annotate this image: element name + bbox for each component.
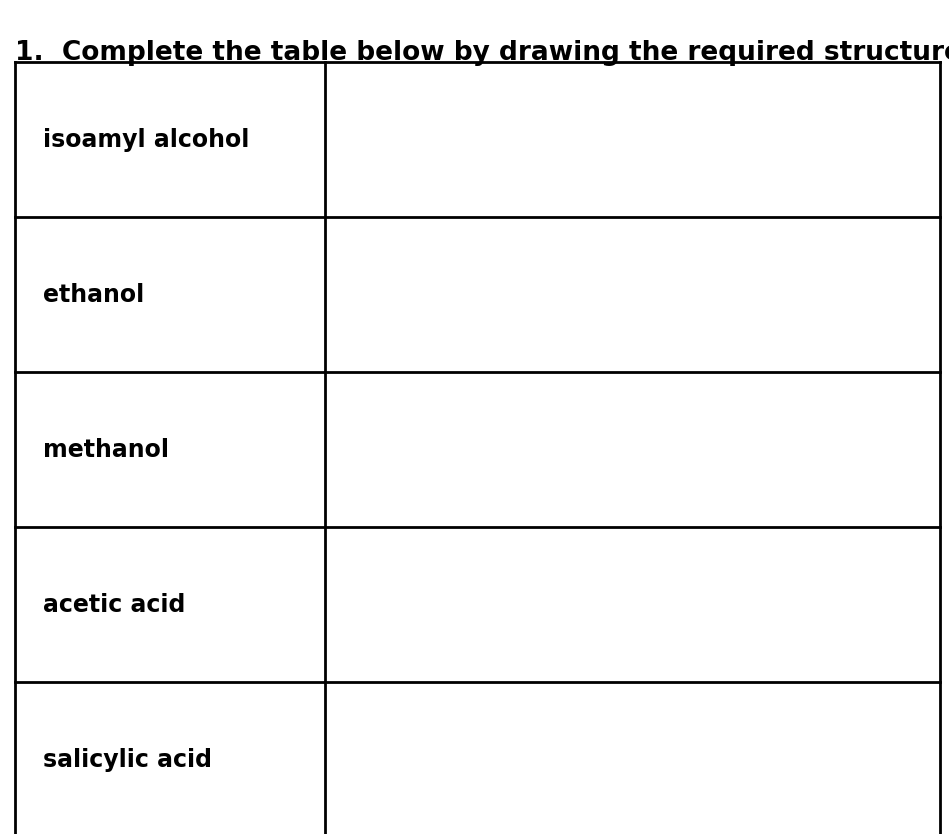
Text: salicylic acid: salicylic acid xyxy=(43,747,212,771)
Text: 1.  Complete the table below by drawing the required structures:: 1. Complete the table below by drawing t… xyxy=(15,40,949,66)
Text: ethanol: ethanol xyxy=(43,283,144,307)
Text: isoamyl alcohol: isoamyl alcohol xyxy=(43,128,250,152)
Text: acetic acid: acetic acid xyxy=(43,592,185,616)
Text: methanol: methanol xyxy=(43,438,169,461)
